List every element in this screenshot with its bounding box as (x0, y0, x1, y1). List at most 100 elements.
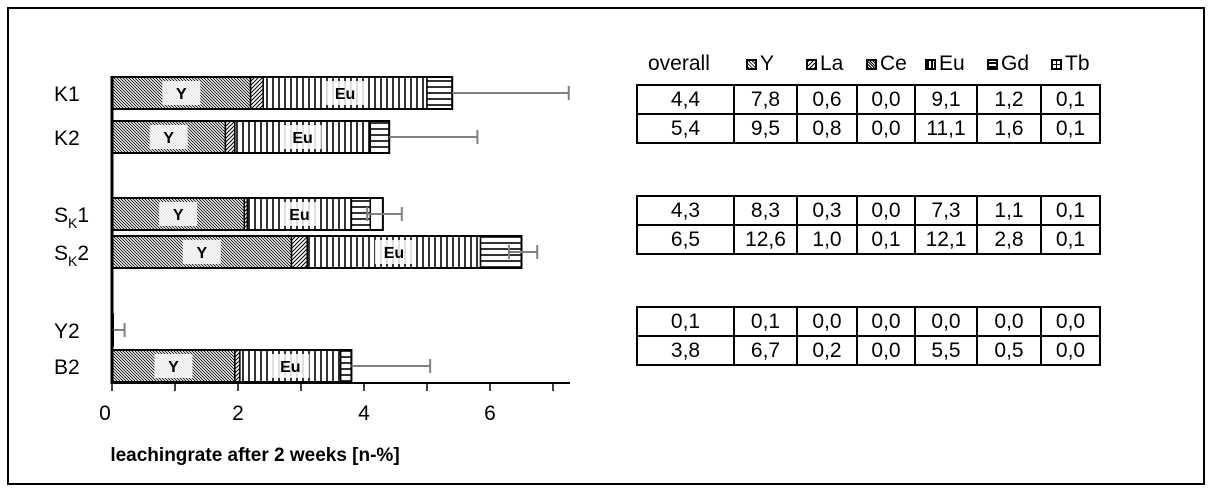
table-cell: 0,0 (1040, 335, 1101, 366)
legend-swatch-grid-icon (1051, 58, 1062, 70)
bar-label-bg (283, 125, 322, 149)
bar-label-bg (271, 354, 310, 378)
table-cell: 0,0 (856, 84, 916, 115)
bar-label-K1-Eu: Eu (335, 86, 355, 103)
table-cell: 0,1 (636, 306, 735, 337)
bar-label-SK2-Eu: Eu (384, 245, 404, 262)
table-cell: 0,3 (796, 195, 858, 226)
table-row: 3,8 6,7 0,2 0,0 5,5 0,5 0,0 (636, 335, 1101, 366)
table-cell: 0,1 (856, 224, 916, 255)
bar-label-bg (280, 202, 319, 226)
bar-label-bg (374, 240, 413, 264)
bar-label-K1-Y: Y (176, 86, 187, 103)
bar-label-SK1-Eu: Eu (289, 207, 309, 224)
bar-B2-La (234, 349, 241, 383)
table-cell: 8,3 (733, 195, 798, 226)
table-header-label: Y (760, 52, 775, 75)
values-table-y-b: 0,1 0,1 0,0 0,0 0,0 0,0 0,0 3,8 6,7 0,2 0,0 5,5 0,5 0… (636, 306, 1101, 366)
values-table-sk: 4,3 8,3 0,3 0,0 7,3 1,1 0,1 6,5 12,6 1,0 0,1 12,1 2,… (636, 195, 1101, 255)
table-cell: 0,0 (856, 335, 916, 366)
table-cell: 0,0 (1040, 306, 1101, 337)
table-cell: 0,0 (976, 306, 1042, 337)
bar-K1-La (249, 76, 264, 110)
bar-label-SK2-Y: Y (196, 245, 207, 262)
bar-K1-Gd (426, 76, 453, 110)
table-cell: 0,0 (856, 113, 916, 144)
bar-label-bg (182, 240, 221, 264)
bar-SK2-La (290, 235, 309, 269)
table-cell: 4,3 (636, 195, 735, 226)
table-header-label: Eu (939, 52, 965, 75)
table-header-la: La (806, 52, 843, 76)
x-tick-label: 6 (484, 402, 496, 425)
category-label-K2: K2 (54, 127, 80, 150)
table-header-label: Tb (1065, 52, 1090, 75)
table-cell: 1,1 (976, 195, 1042, 226)
bar-label-bg (149, 125, 188, 149)
table-row: 5,4 9,5 0,8 0,0 11,1 1,6 0,1 (636, 113, 1101, 144)
category-label-SK1: SK1 (54, 204, 89, 231)
table-cell: 2,8 (976, 224, 1042, 255)
category-label-Y2: Y2 (54, 320, 80, 343)
bar-label-SK1-Y: Y (173, 207, 184, 224)
table-cell: 6,5 (636, 224, 735, 255)
category-labels: K1 K2 SK1 SK2 Y2 B2 (54, 83, 89, 379)
table-cell: 3,8 (636, 335, 735, 366)
legend-swatch-horizontal-icon (987, 58, 998, 70)
figure-frame (7, 7, 1205, 485)
legend-swatch-diagonal-icon (806, 58, 817, 70)
bar-label-K2-Y: Y (163, 130, 174, 147)
x-axis-title: leachingrate after 2 weeks [n-%] (110, 445, 399, 466)
table-header-ce: Ce (866, 52, 907, 76)
table-cell: 0,2 (796, 335, 858, 366)
table-cell: 0,8 (796, 113, 858, 144)
legend-swatch-dense-diagonal-icon (746, 58, 757, 70)
table-header-eu: Eu (925, 52, 965, 76)
bars-layer: Y Eu Y Eu Y Eu Y Eu Y Eu (111, 76, 570, 383)
table-cell: 0,1 (1040, 84, 1101, 115)
bar-label-bg (154, 354, 193, 378)
table-row: 4,3 8,3 0,3 0,0 7,3 1,1 0,1 (636, 195, 1101, 226)
table-header-label: La (820, 52, 844, 75)
x-tick-label: 2 (232, 402, 244, 425)
table-header-overall: overall (648, 52, 710, 76)
legend-swatch-dense-icon (866, 58, 877, 70)
bar-K2-Gd (369, 120, 390, 154)
bar-label-K2-Eu: Eu (292, 130, 312, 147)
table-header-label: Ce (880, 52, 907, 75)
table-cell: 0,0 (796, 306, 858, 337)
table-cell: 0,1 (1040, 113, 1101, 144)
table-header-gd: Gd (987, 52, 1029, 76)
table-cell: 7,3 (914, 195, 978, 226)
table-cell: 11,1 (914, 113, 978, 144)
values-table-k: 4,4 7,8 0,6 0,0 9,1 1,2 0,1 5,4 9,5 0,8 0,0 11,1 1,6… (636, 84, 1101, 144)
bar-label-B2-Eu: Eu (280, 359, 300, 376)
category-label-K1: K1 (54, 83, 80, 106)
bar-label-B2-Y: Y (168, 359, 179, 376)
table-cell: 0,1 (1040, 195, 1101, 226)
table-cell: 0,0 (856, 306, 916, 337)
table-row: 6,5 12,6 1,0 0,1 12,1 2,8 0,1 (636, 224, 1101, 255)
table-cell: 1,0 (796, 224, 858, 255)
table-cell: 9,1 (914, 84, 978, 115)
table-cell: 12,6 (733, 224, 798, 255)
table-cell: 0,5 (976, 335, 1042, 366)
table-cell: 0,1 (733, 306, 798, 337)
bar-label-bg (162, 81, 201, 105)
table-header-label: Gd (1001, 52, 1030, 75)
bar-K2-La (224, 120, 236, 154)
table-cell: 1,6 (976, 113, 1042, 144)
table-cell: 5,4 (636, 113, 735, 144)
table-cell: 7,8 (733, 84, 798, 115)
table-header-label: overall (648, 52, 710, 75)
table-cell: 0,0 (914, 306, 978, 337)
table-cell: 0,0 (856, 195, 916, 226)
table-header-tb: Tb (1051, 52, 1090, 76)
table-cell: 6,7 (733, 335, 798, 366)
table-header-y: Y (746, 52, 774, 76)
table-cell: 12,1 (914, 224, 978, 255)
table-row: 0,1 0,1 0,0 0,0 0,0 0,0 0,0 (636, 306, 1101, 337)
x-axis: 0 2 4 6 (99, 76, 570, 425)
table-row: 4,4 7,8 0,6 0,0 9,1 1,2 0,1 (636, 84, 1101, 115)
